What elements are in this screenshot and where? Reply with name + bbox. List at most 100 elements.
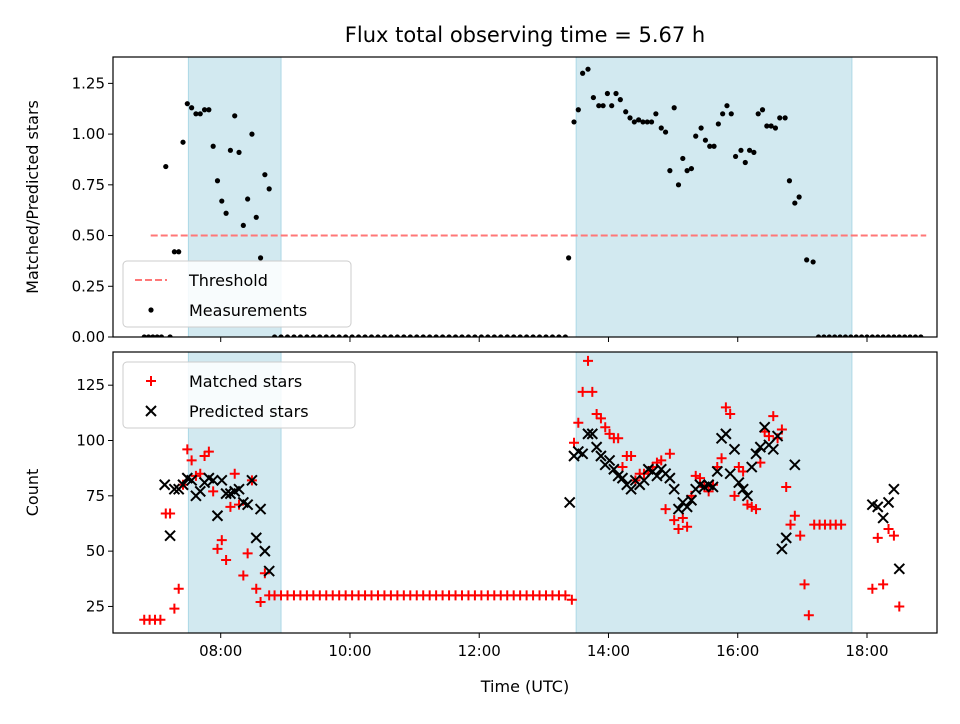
measurement-point xyxy=(304,334,310,337)
predicted-star-point xyxy=(780,532,792,544)
measurement-point xyxy=(420,334,426,337)
measurement-point xyxy=(648,119,655,125)
y-tick-label: 25 xyxy=(86,597,105,615)
predicted-star-point xyxy=(872,501,884,513)
measurement-point xyxy=(368,334,375,337)
measurement-point xyxy=(742,159,748,166)
measurement-point xyxy=(658,125,664,131)
measurement-point xyxy=(585,66,591,72)
y-tick-label: 100 xyxy=(76,432,105,450)
measurement-point xyxy=(613,90,619,97)
matched-star-point xyxy=(789,510,800,521)
predicted-star-point xyxy=(233,483,245,495)
measurement-point xyxy=(702,137,709,143)
measurement-point xyxy=(323,334,329,337)
predicted-star-point xyxy=(168,483,181,495)
matched-star-point xyxy=(600,422,611,433)
matched-star-point xyxy=(573,417,584,428)
measurement-point xyxy=(575,107,581,113)
measurement-point xyxy=(388,334,394,337)
measurement-point xyxy=(746,147,753,153)
measurement-point xyxy=(150,334,156,337)
matched-star-point xyxy=(203,446,214,457)
measurement-point xyxy=(262,172,268,178)
axes-frame xyxy=(112,56,938,338)
measurement-point xyxy=(623,109,629,115)
measurement-point xyxy=(732,153,739,160)
measurement-point xyxy=(600,103,606,109)
measurement-point xyxy=(478,334,484,337)
measurement-point xyxy=(688,165,695,172)
measurement-point xyxy=(880,334,886,337)
measurement-point xyxy=(875,334,881,337)
matched-star-point xyxy=(867,583,878,594)
measurement-point xyxy=(707,143,713,149)
predicted-star-point xyxy=(216,474,228,487)
measurement-point xyxy=(291,334,297,337)
measurement-point xyxy=(414,334,420,337)
predicted-star-point xyxy=(625,483,637,495)
legend-label: Measurements xyxy=(189,301,307,320)
measurement-point xyxy=(394,334,400,337)
matched-star-point xyxy=(595,413,606,424)
measurement-point xyxy=(815,334,822,337)
measurement-point xyxy=(782,115,788,121)
predicted-star-point xyxy=(893,563,906,575)
matched-star-point xyxy=(720,402,731,413)
predicted-star-point xyxy=(241,498,254,511)
predicted-star-point xyxy=(877,512,889,524)
y-tick-label: 0.25 xyxy=(72,277,105,295)
measurement-point xyxy=(848,334,854,337)
measurement-point xyxy=(864,334,870,337)
measurement-point xyxy=(240,222,246,229)
measurement-point xyxy=(796,194,802,200)
matched-star-point xyxy=(785,519,796,530)
matched-star-point xyxy=(656,455,667,466)
measurement-point xyxy=(724,103,730,109)
measurement-point xyxy=(738,147,744,153)
y-tick-label: 0.50 xyxy=(72,227,105,245)
measurement-point xyxy=(693,133,699,139)
measurement-point xyxy=(249,131,255,137)
measurement-point xyxy=(810,259,816,265)
predicted-star-point xyxy=(668,483,680,495)
matched-star-point xyxy=(186,455,197,466)
measurement-point xyxy=(154,334,160,337)
predicted-star-point xyxy=(603,454,616,467)
observing-interval-shade xyxy=(575,56,853,338)
measurement-point xyxy=(498,334,504,337)
matched-star-point xyxy=(664,448,675,459)
predicted-star-point xyxy=(246,474,258,487)
y-tick-label: 0.00 xyxy=(72,328,105,346)
predicted-star-point xyxy=(737,483,749,495)
predicted-star-point xyxy=(789,459,801,471)
measurement-point xyxy=(491,334,497,337)
measurement-point xyxy=(640,119,646,125)
axes-frame xyxy=(112,351,938,634)
measurement-point xyxy=(728,111,734,117)
matched-star-point xyxy=(560,590,571,601)
measurement-point xyxy=(401,334,407,337)
measurement-point xyxy=(662,129,669,135)
matched-star-point xyxy=(221,554,232,565)
predicted-star-point xyxy=(207,474,219,487)
measurement-point xyxy=(524,334,530,337)
measurement-point xyxy=(562,334,568,337)
matched-star-point xyxy=(238,570,249,581)
measurement-point xyxy=(764,123,770,129)
predicted-star-point xyxy=(616,472,629,484)
measurement-point xyxy=(617,97,623,103)
matched-star-point xyxy=(836,519,847,530)
predicted-star-point xyxy=(758,421,771,433)
predicted-star-point xyxy=(250,532,262,544)
measurement-point xyxy=(671,105,677,111)
measurement-point xyxy=(343,334,349,337)
predicted-star-point xyxy=(254,503,267,515)
measurement-point xyxy=(446,334,452,337)
x-tick-label: 12:00 xyxy=(458,642,501,660)
measurement-point xyxy=(896,334,902,337)
measurement-point xyxy=(768,123,774,129)
measurement-point xyxy=(381,334,388,337)
measurement-point xyxy=(826,334,832,337)
measurement-point xyxy=(210,143,216,149)
